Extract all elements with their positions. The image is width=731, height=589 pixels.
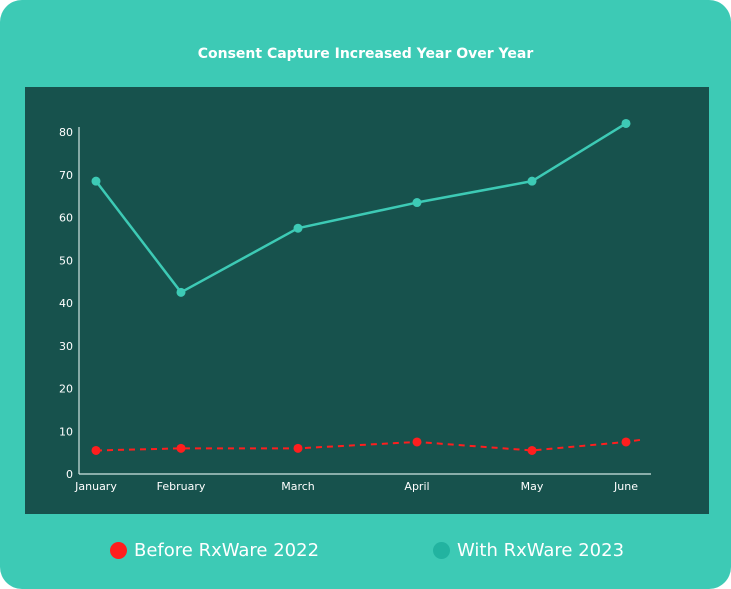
series-line-with <box>95 122 627 294</box>
x-tick-label: May <box>521 480 544 493</box>
chart-title: Consent Capture Increased Year Over Year <box>197 46 534 62</box>
y-tick-label: 80 <box>59 126 73 139</box>
data-point-with <box>527 176 537 186</box>
y-tick-label: 40 <box>59 297 73 310</box>
data-point-before <box>621 437 631 447</box>
legend-marker-with <box>433 541 450 559</box>
x-tick-label: June <box>613 480 638 493</box>
data-point-with <box>91 176 101 186</box>
y-tick-label: 0 <box>66 468 73 481</box>
x-tick-label: January <box>74 480 117 493</box>
data-point-with <box>621 118 631 128</box>
x-tick-label: March <box>281 480 315 493</box>
data-point-before <box>293 443 303 453</box>
y-tick-label: 30 <box>59 340 73 353</box>
x-tick-label: April <box>404 480 429 493</box>
y-tick-label: 50 <box>59 254 73 267</box>
data-point-with <box>412 198 422 208</box>
data-point-with <box>293 223 303 233</box>
data-point-before <box>176 443 186 453</box>
plot-area: 0 10 20 30 40 50 60 70 80 January February March Apr… <box>25 87 709 514</box>
data-point-before <box>412 437 422 447</box>
y-tick-label: 70 <box>59 169 73 182</box>
legend-item-with: With RxWare 2023 <box>433 538 624 562</box>
data-point-before <box>527 445 537 455</box>
y-tick-label: 20 <box>59 383 73 396</box>
legend-label-before: Before RxWare 2022 <box>134 539 320 561</box>
y-tick-label: 10 <box>59 425 73 438</box>
line-chart: 0 10 20 30 40 50 60 70 80 January February March Apr… <box>59 118 651 493</box>
data-point-before <box>91 445 101 455</box>
legend-marker-before <box>110 541 127 559</box>
data-point-with <box>176 287 186 297</box>
x-tick-label: February <box>157 480 206 493</box>
y-tick-label: 60 <box>59 212 73 225</box>
legend-item-before: Before RxWare 2022 <box>110 538 319 562</box>
legend-label-with: With RxWare 2023 <box>457 539 625 561</box>
